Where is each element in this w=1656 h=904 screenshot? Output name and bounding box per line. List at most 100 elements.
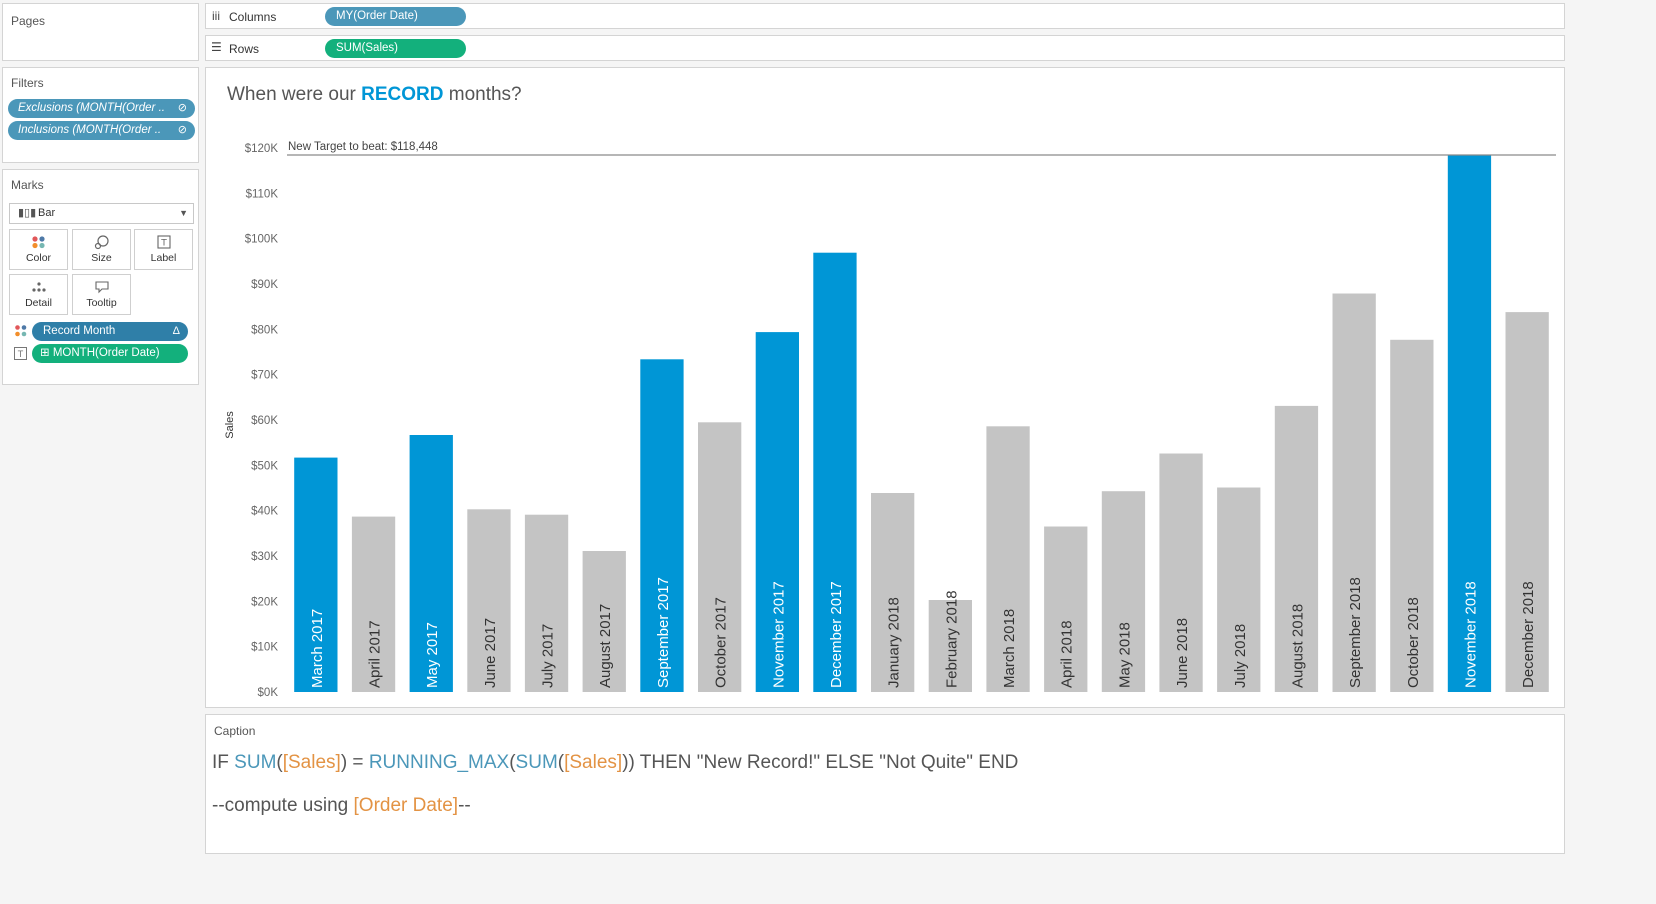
bar-label: May 2017 [424,622,441,688]
link-icon: ⊘ [177,102,187,114]
mark-type-label: Bar [38,207,56,219]
month-order-date-pill[interactable]: ⊞ MONTH(Order Date) [32,344,188,363]
caption-title: Caption [214,724,256,738]
color-button[interactable]: Color [9,229,68,270]
label-button[interactable]: T Label [134,229,193,270]
detail-button[interactable]: Detail [9,274,68,315]
caption-formula-token: ( [276,752,283,773]
y-tick-label: $30K [251,551,278,563]
bar[interactable] [986,426,1030,692]
pages-title: Pages [11,14,46,28]
caption-formula-token: [Sales] [282,752,341,773]
detail-icon [10,280,67,295]
bar-label: March 2017 [309,609,326,688]
bar[interactable] [813,252,857,692]
caption-formula-token: SUM [515,752,558,773]
columns-shelf-icon: iii [212,9,220,23]
rows-pill[interactable]: SUM(Sales) [325,39,466,58]
month-order-date-label: MONTH(Order Date) [52,347,160,359]
size-icon [73,235,130,250]
bar[interactable] [1332,293,1376,693]
bar-label: September 2017 [655,577,672,688]
bar-label: April 2017 [367,620,384,688]
sheet-title-suffix: months? [443,84,522,105]
rows-shelf-label: Rows [229,42,260,56]
sheet-title: When were our RECORD months? [227,84,522,106]
filter-pill-label: Exclusions (MONTH(Order .. [18,102,165,114]
color-dots-icon [14,324,28,341]
bar[interactable] [1217,487,1261,693]
sales-bar-chart[interactable]: Sales $0K $10K $20K $30K $40K $50K $60K $70K $80K… [217,140,1649,748]
bar-label: June 2018 [1174,618,1191,688]
pages-shelf[interactable]: Pages [2,3,199,61]
y-tick-label: $50K [251,460,278,472]
expand-icon: ⊞ [40,347,50,359]
bar[interactable] [1101,491,1146,692]
bar-label: September 2018 [1347,577,1364,688]
bar-label: August 2017 [597,604,614,688]
y-axis-title: Sales [224,411,236,439]
caption-formula-token: SUM [234,752,277,773]
y-tick-label: $80K [251,324,278,336]
caption-compute-token: -- [458,795,471,816]
bar[interactable] [1274,405,1319,692]
record-month-label: Record Month [43,325,116,337]
bar[interactable] [409,435,453,692]
bar-label: January 2018 [886,597,903,688]
caption-formula-line: IF SUM([Sales]) = RUNNING_MAX(SUM([Sales… [212,752,1018,774]
size-button[interactable]: Size [72,229,131,270]
tooltip-button[interactable]: Tooltip [72,274,131,315]
caption-formula-token: )) THEN "New Record!" ELSE "Not Quite" E… [622,752,1019,773]
detail-button-label: Detail [25,297,52,309]
bar[interactable] [1044,526,1088,693]
bar[interactable] [294,457,338,692]
bar[interactable] [698,422,742,692]
y-tick-label: $70K [251,370,278,382]
rows-shelf-icon: ☰ [211,40,222,54]
columns-shelf[interactable]: iii Columns MY(Order Date) [205,3,1565,29]
bar[interactable] [1447,155,1492,692]
y-tick-label: $10K [251,642,278,654]
bar-label: July 2017 [540,624,557,688]
marks-title: Marks [11,178,44,192]
tooltip-button-label: Tooltip [86,297,117,309]
columns-shelf-label: Columns [229,10,277,24]
bar[interactable] [1159,453,1203,693]
record-month-pill[interactable]: Record Month Δ [32,322,188,341]
bar-label: October 2018 [1405,597,1422,688]
columns-pill[interactable]: MY(Order Date) [325,7,466,26]
bar-label: December 2018 [1520,581,1537,688]
bar[interactable] [582,551,626,692]
filters-card: Filters Exclusions (MONTH(Order .. ⊘ Inc… [2,67,199,163]
y-tick-label: $0K [258,687,279,699]
y-tick-label: $110K [246,188,279,200]
bar-label: March 2018 [1001,609,1018,688]
y-tick-label: $120K [245,143,279,155]
bar[interactable] [351,516,396,692]
bar[interactable] [1390,339,1434,692]
caption-compute-token: [Order Date] [353,795,459,816]
bar-label: November 2017 [770,581,787,688]
bar[interactable] [640,359,684,692]
caption-formula-token: IF [212,752,235,773]
bar[interactable] [524,514,569,692]
label-icon: T [14,347,27,363]
chevron-down-icon: ▼ [179,208,188,218]
mark-type-dropdown[interactable]: ▮▯▮ Bar ▼ [9,203,194,224]
label-icon: T [135,235,192,250]
filter-pill-inclusions[interactable]: Inclusions (MONTH(Order .. ⊘ [8,121,195,140]
bar[interactable] [928,600,972,692]
bar-chart-icon: ▮▯▮ [18,207,37,219]
caption-formula-token: RUNNING_MAX [368,752,510,773]
caption-formula-token: ) = [340,752,369,773]
bar[interactable] [755,332,799,692]
bar[interactable] [467,509,511,692]
bar-label: June 2017 [482,618,499,688]
y-tick-label: $60K [251,415,278,427]
y-tick-label: $100K [245,234,279,246]
color-dots-icon [10,235,67,250]
bar[interactable] [1505,312,1549,692]
filter-pill-exclusions[interactable]: Exclusions (MONTH(Order .. ⊘ [8,99,195,118]
bar[interactable] [871,493,915,692]
rows-shelf[interactable]: ☰ Rows SUM(Sales) [205,35,1565,61]
